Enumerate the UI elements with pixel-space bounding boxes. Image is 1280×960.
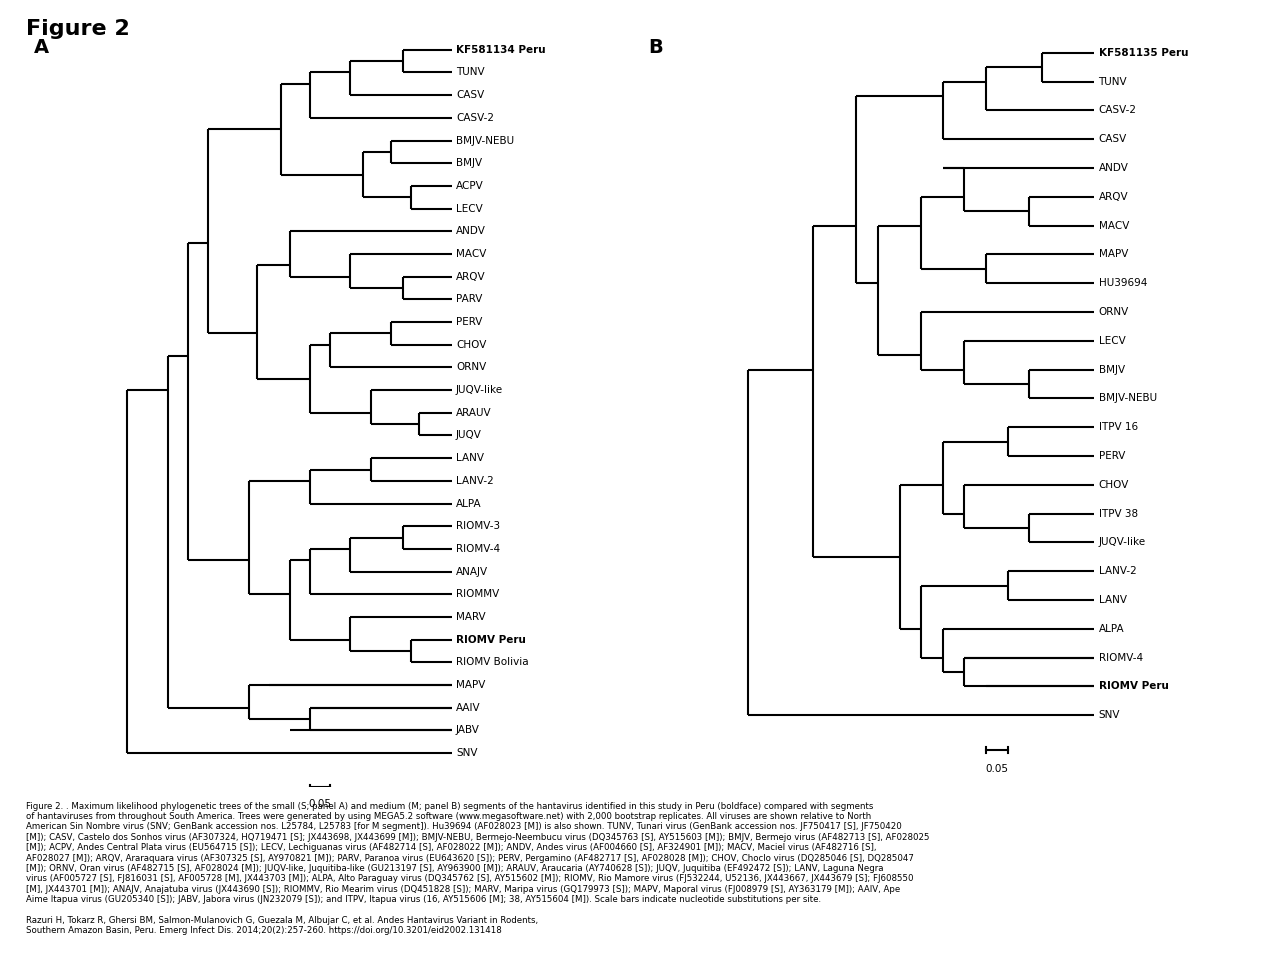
- Text: BMJV-NEBU: BMJV-NEBU: [456, 135, 515, 146]
- Text: Figure 2: Figure 2: [26, 19, 129, 39]
- Text: SNV: SNV: [456, 748, 477, 758]
- Text: CASV-2: CASV-2: [1098, 106, 1137, 115]
- Text: RIOMV-3: RIOMV-3: [456, 521, 500, 531]
- Text: ITPV 38: ITPV 38: [1098, 509, 1138, 518]
- Text: CHOV: CHOV: [456, 340, 486, 349]
- Text: ARQV: ARQV: [456, 272, 485, 281]
- Text: RIOMV-4: RIOMV-4: [456, 544, 500, 554]
- Text: MAPV: MAPV: [456, 680, 485, 690]
- Text: MACV: MACV: [456, 249, 486, 259]
- Text: RIOMV Peru: RIOMV Peru: [1098, 682, 1169, 691]
- Text: PARV: PARV: [456, 295, 483, 304]
- Text: CASV-2: CASV-2: [456, 113, 494, 123]
- Text: KF581135 Peru: KF581135 Peru: [1098, 48, 1188, 58]
- Text: A: A: [33, 38, 49, 58]
- Text: KF581134 Peru: KF581134 Peru: [456, 45, 545, 55]
- Text: Figure 2. . Maximum likelihood phylogenetic trees of the small (S; panel A) and : Figure 2. . Maximum likelihood phylogene…: [26, 802, 929, 935]
- Text: BMJV-NEBU: BMJV-NEBU: [1098, 394, 1157, 403]
- Text: CASV: CASV: [456, 90, 484, 100]
- Text: PERV: PERV: [456, 317, 483, 327]
- Text: ORNV: ORNV: [456, 363, 486, 372]
- Text: AAIV: AAIV: [456, 703, 481, 712]
- Text: JABV: JABV: [456, 726, 480, 735]
- Text: HU39694: HU39694: [1098, 278, 1147, 288]
- Text: MAPV: MAPV: [1098, 250, 1128, 259]
- Text: ITPV 16: ITPV 16: [1098, 422, 1138, 432]
- Text: LANV-2: LANV-2: [456, 476, 494, 486]
- Text: 0.05: 0.05: [308, 799, 332, 808]
- Text: ARQV: ARQV: [1098, 192, 1128, 202]
- Text: ANDV: ANDV: [456, 227, 486, 236]
- Text: JUQV-like: JUQV-like: [456, 385, 503, 396]
- Text: TUNV: TUNV: [456, 67, 485, 78]
- Text: RIOMV Bolivia: RIOMV Bolivia: [456, 658, 529, 667]
- Text: LANV-2: LANV-2: [1098, 566, 1137, 576]
- Text: CHOV: CHOV: [1098, 480, 1129, 490]
- Text: JUQV: JUQV: [456, 430, 481, 441]
- Text: 0.05: 0.05: [986, 764, 1009, 774]
- Text: BMJV: BMJV: [1098, 365, 1125, 374]
- Text: ACPV: ACPV: [456, 180, 484, 191]
- Text: RIOMV Peru: RIOMV Peru: [456, 635, 526, 645]
- Text: LANV: LANV: [1098, 595, 1126, 605]
- Text: ORNV: ORNV: [1098, 307, 1129, 317]
- Text: PERV: PERV: [1098, 451, 1125, 461]
- Text: B: B: [649, 38, 663, 58]
- Text: TUNV: TUNV: [1098, 77, 1128, 86]
- Text: BMJV: BMJV: [456, 158, 483, 168]
- Text: ALPA: ALPA: [1098, 624, 1124, 634]
- Text: JUQV-like: JUQV-like: [1098, 538, 1146, 547]
- Text: RIOMMV: RIOMMV: [456, 589, 499, 599]
- Text: CASV: CASV: [1098, 134, 1126, 144]
- Text: MARV: MARV: [456, 612, 485, 622]
- Text: ANAJV: ANAJV: [456, 566, 488, 577]
- Text: LECV: LECV: [456, 204, 483, 213]
- Text: MACV: MACV: [1098, 221, 1129, 230]
- Text: SNV: SNV: [1098, 710, 1120, 720]
- Text: LECV: LECV: [1098, 336, 1125, 346]
- Text: LANV: LANV: [456, 453, 484, 463]
- Text: ALPA: ALPA: [456, 498, 481, 509]
- Text: ANDV: ANDV: [1098, 163, 1129, 173]
- Text: RIOMV-4: RIOMV-4: [1098, 653, 1143, 662]
- Text: ARAUV: ARAUV: [456, 408, 492, 418]
